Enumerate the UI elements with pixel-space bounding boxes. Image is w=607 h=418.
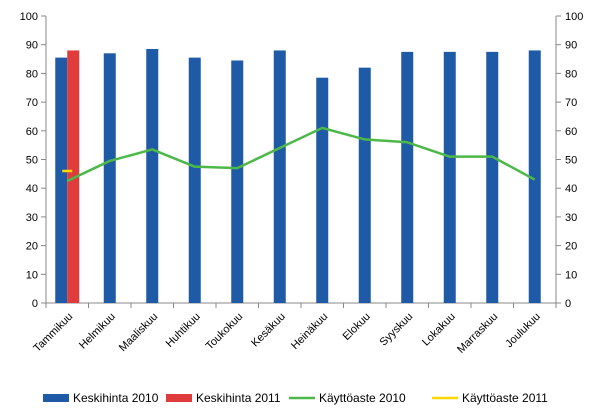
- y-right-tick-label: 20: [565, 241, 577, 253]
- x-tick-label: Tammikuu: [31, 311, 75, 355]
- bar-keskihinta-2011: [67, 50, 80, 303]
- x-tick-label: Helmikuu: [77, 311, 118, 352]
- y-left-tick-label: 70: [26, 97, 38, 109]
- y-right-tick-label: 70: [565, 97, 577, 109]
- bar-keskihinta-2010: [528, 50, 541, 303]
- y-right-tick-label: 60: [565, 126, 577, 138]
- legend-label: Keskihinta 2010: [73, 391, 159, 405]
- x-tick-label: Syyskuu: [377, 311, 415, 349]
- y-right-tick-label: 40: [565, 183, 577, 195]
- legend-label: Käyttöaste 2011: [462, 391, 548, 405]
- bar-keskihinta-2010: [188, 57, 201, 303]
- bar-keskihinta-2010: [316, 77, 329, 303]
- bar-keskihinta-2010: [146, 49, 159, 303]
- y-right-tick-label: 100: [565, 11, 583, 23]
- x-tick-label: Elokuu: [341, 311, 373, 343]
- bar-keskihinta-2010: [103, 53, 116, 304]
- x-tick-label: Maaliskuu: [117, 311, 161, 355]
- y-right-tick-label: 30: [565, 212, 577, 224]
- y-left-tick-label: 100: [20, 11, 38, 23]
- y-left-tick-label: 20: [26, 241, 38, 253]
- y-left-tick-label: 80: [26, 68, 38, 80]
- legend-label: Käyttöaste 2010: [319, 391, 406, 405]
- x-tick-label: Lokakuu: [420, 311, 458, 349]
- bar-keskihinta-2010: [231, 60, 244, 303]
- y-right-tick-label: 90: [565, 40, 577, 52]
- bar-keskihinta-2010: [358, 67, 371, 303]
- y-right-tick-label: 80: [565, 68, 577, 80]
- legend: Keskihinta 2010 Keskihinta 2011 Käyttöaste…: [43, 391, 548, 405]
- x-tick-label: Joulukuu: [503, 311, 543, 351]
- y-left-tick-label: 30: [26, 212, 38, 224]
- y-right-tick-label: 0: [565, 298, 571, 310]
- bars-group: [55, 49, 541, 304]
- axes-group: 0 10 20 30 40 50 60 70 80 90 100 0 10 20 30 40 50 60 70 80 9…: [20, 11, 584, 310]
- lines-group: [62, 126, 536, 183]
- y-left-tick-label: 50: [26, 155, 38, 167]
- x-tick-label: Toukokuu: [204, 311, 246, 353]
- y-left-tick-label: 40: [26, 183, 38, 195]
- y-left-tick-label: 10: [26, 269, 38, 281]
- legend-swatch: [166, 394, 192, 402]
- y-right-tick-label: 50: [565, 155, 577, 167]
- legend-swatch: [43, 394, 69, 402]
- x-tick-label: Heinäkuu: [289, 311, 330, 352]
- bar-keskihinta-2010: [55, 57, 68, 303]
- line-käyttöaste-2010: [66, 126, 536, 183]
- bar-keskihinta-2010: [401, 51, 414, 303]
- y-left-tick-label: 0: [32, 298, 38, 310]
- bar-keskihinta-2010: [486, 51, 499, 303]
- y-left-tick-label: 90: [26, 40, 38, 52]
- x-tick-label: Huhtikuu: [164, 311, 203, 350]
- legend-label: Keskihinta 2011: [196, 391, 281, 405]
- x-tick-label: Kesäkuu: [249, 311, 288, 350]
- bar-keskihinta-2010: [273, 50, 286, 303]
- y-left-tick-label: 60: [26, 126, 38, 138]
- y-right-tick-label: 10: [565, 269, 577, 281]
- x-tick-label: Marraskuu: [455, 311, 500, 356]
- bar-keskihinta-2010: [443, 51, 456, 303]
